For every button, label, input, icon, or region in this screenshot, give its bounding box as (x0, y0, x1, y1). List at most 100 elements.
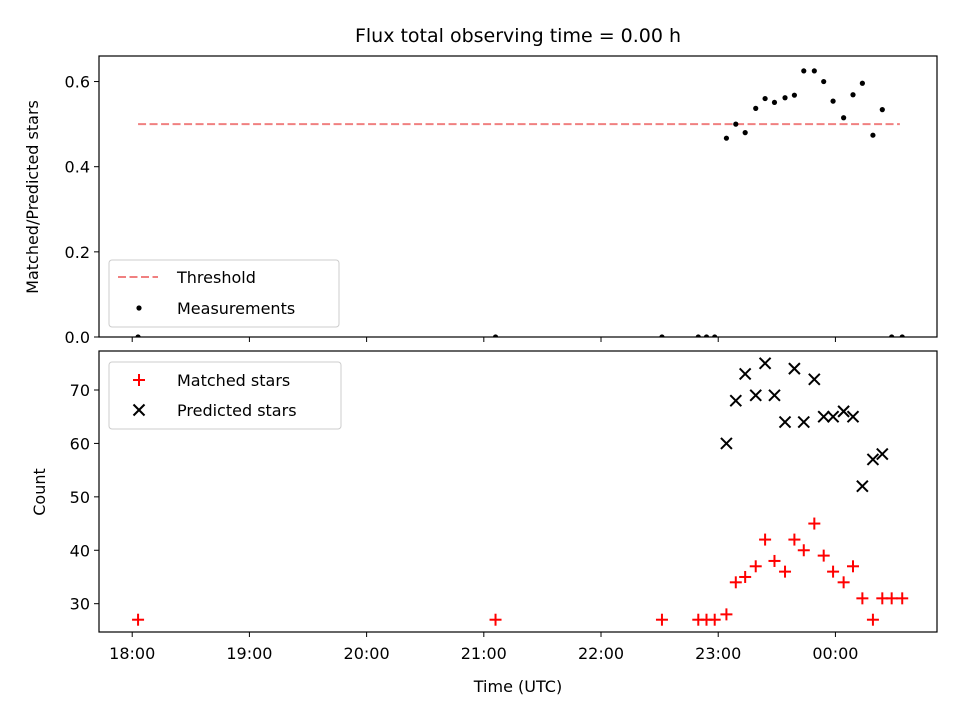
matched-stars-point (856, 592, 869, 605)
matched-stars-point (837, 576, 850, 589)
measurement-point (782, 95, 788, 101)
measurement-point (791, 92, 797, 98)
bottom-y-axis-label: Count (30, 468, 49, 516)
predicted-stars-legend-swatch (132, 403, 146, 417)
measurement-point (811, 68, 817, 74)
predicted-stars-point (797, 415, 810, 429)
bottom-plot-frame (98, 350, 938, 633)
matched-stars-point (720, 608, 733, 621)
measurement-point (879, 107, 885, 113)
x-tick-label: 22:00 (578, 644, 624, 663)
predicted-stars-legend-label: Predicted stars (177, 401, 297, 420)
bottom-legend-box (108, 361, 342, 430)
measurement-point (899, 334, 905, 337)
predicted-stars-point (856, 479, 869, 493)
measurement-point (712, 334, 718, 337)
matched-stars-point (847, 560, 860, 573)
top-chart-title: Flux total observing time = 0.00 h (355, 25, 681, 47)
bottom-y-tick-label: 50 (70, 488, 90, 507)
matched-stars-point (729, 576, 742, 589)
top-legend: Threshold Measurements (108, 259, 340, 328)
matched-stars-point (759, 533, 772, 546)
matched-stars-point (708, 613, 721, 626)
matched-stars-legend-label: Matched stars (177, 371, 290, 390)
measurement-point (723, 135, 730, 141)
measurement-point (753, 105, 759, 111)
measurement-point (859, 80, 865, 86)
measurement-point (703, 334, 710, 337)
x-tick-label: 18:00 (109, 644, 155, 663)
measurement-point (742, 130, 748, 136)
matched-stars-point (827, 565, 840, 578)
x-tick-label: 00:00 (812, 644, 858, 663)
measurements-legend-swatch (136, 305, 142, 311)
predicted-stars-point (768, 389, 781, 402)
top-y-tick-label: 0.2 (65, 243, 90, 262)
top-legend-box (108, 259, 340, 328)
predicted-stars-point (866, 453, 880, 466)
measurement-point (801, 68, 807, 74)
matched-stars-point (768, 554, 781, 567)
predicted-stars-point (738, 367, 752, 381)
x-axis-label: Time (UTC) (473, 677, 562, 696)
measurement-point (492, 334, 499, 337)
matched-stars-point (739, 570, 752, 583)
bottom-legend: Matched stars Predicted stars (108, 361, 342, 430)
matched-stars-point (866, 613, 879, 626)
matched-stars-point (885, 592, 898, 605)
measurement-point (771, 99, 778, 106)
matched-stars-point (749, 560, 762, 573)
measurement-point (733, 121, 739, 127)
measurement-point (889, 334, 895, 337)
matched-stars-point (896, 592, 909, 605)
measurement-point (850, 92, 856, 98)
top-y-axis-label: Matched/Predicted stars (23, 100, 42, 294)
predicted-stars-point (788, 362, 801, 375)
measurement-point (695, 334, 701, 337)
matched-stars-series (132, 517, 909, 626)
matched-stars-point (779, 565, 792, 578)
measurement-point (841, 115, 847, 121)
bottom-y-tick-label: 60 (70, 434, 90, 453)
predicted-stars-point (846, 410, 860, 423)
bottom-y-tick-label: 40 (70, 541, 90, 560)
bottom-y-tick-label: 70 (70, 381, 90, 400)
predicted-stars-series (720, 357, 889, 493)
predicted-stars-point (729, 394, 743, 407)
bottom-plot-panel: 18:00 19:00 20:00 21:00 22:00 23:00 00:00 30 40 5… (70, 350, 938, 663)
measurement-point (830, 98, 836, 104)
measurement-point (821, 78, 827, 85)
predicted-stars-point (826, 410, 840, 423)
matched-stars-point (788, 533, 801, 546)
top-plot-frame (98, 55, 938, 338)
top-y-tick-label: 0.4 (65, 158, 90, 177)
predicted-stars-point (837, 405, 850, 418)
bottom-y-tick-label: 30 (70, 595, 90, 614)
matched-stars-legend-swatch (133, 374, 145, 386)
threshold-legend-label: Threshold (176, 268, 256, 287)
matched-stars-point (489, 613, 502, 626)
predicted-stars-point (758, 357, 772, 370)
x-tick-label: 21:00 (461, 644, 507, 663)
predicted-stars-point (778, 415, 792, 429)
x-tick-label: 23:00 (695, 644, 741, 663)
predicted-stars-point (876, 447, 889, 461)
matched-stars-point (132, 613, 145, 626)
matched-stars-point (808, 517, 821, 530)
matched-stars-point (655, 613, 668, 626)
x-tick-label: 19:00 (226, 644, 272, 663)
predicted-stars-point (817, 410, 830, 423)
matched-stars-point (817, 549, 830, 562)
matched-stars-point (797, 544, 810, 557)
measurements-series (135, 68, 905, 337)
measurements-legend-label: Measurements (177, 299, 295, 318)
measurement-point (762, 95, 768, 102)
predicted-stars-point (808, 373, 821, 386)
predicted-stars-point (720, 437, 733, 450)
measurement-point (135, 334, 141, 337)
top-plot-panel: 0.0 0.2 0.4 0.6 Threshold Measurements (65, 55, 938, 347)
x-tick-label: 20:00 (344, 644, 390, 663)
top-y-tick-label: 0.0 (65, 328, 90, 347)
